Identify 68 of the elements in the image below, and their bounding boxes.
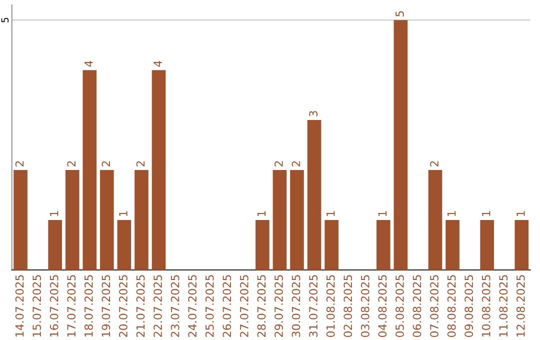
x-tick-label: 15.07.2025	[32, 275, 42, 337]
x-tick-label: 02.08.2025	[344, 275, 352, 338]
data-label: 3	[309, 111, 318, 116]
x-tick-label: 31.07.2025	[309, 275, 318, 337]
x-tick-label: 20.07.2025	[119, 275, 128, 337]
x-tick-label: 25.07.2025	[205, 275, 214, 337]
data-label: 1	[516, 211, 525, 216]
bar	[446, 220, 460, 270]
data-label: 2	[430, 161, 438, 166]
bar	[480, 220, 494, 270]
x-tick-label: 29.07.2025	[274, 275, 283, 337]
data-label: 1	[326, 211, 335, 216]
bar	[48, 220, 62, 270]
bar	[14, 170, 28, 270]
x-tick-label: 06.08.2025	[412, 275, 422, 338]
data-label: 2	[136, 161, 145, 166]
x-tick-label: 05.08.2025	[396, 275, 404, 338]
data-label: 1	[447, 211, 456, 216]
data-label: 1	[257, 211, 266, 216]
bar	[428, 170, 442, 270]
x-tick-label: 08.08.2025	[447, 275, 456, 338]
x-tick-label: 17.07.2025	[67, 275, 76, 337]
bar	[514, 220, 529, 270]
x-tick-label: 07.08.2025	[430, 275, 438, 338]
x-tick-label: 14.07.2025	[15, 275, 24, 337]
x-tick-label: 18.07.2025	[84, 275, 93, 337]
x-tick-label: 16.07.2025	[50, 275, 58, 337]
bar	[134, 170, 148, 270]
x-tick-label: 04.08.2025	[378, 275, 387, 338]
x-tick-label: 22.07.2025	[154, 275, 162, 337]
bar	[272, 170, 287, 270]
bar	[394, 20, 408, 270]
data-label: 2	[15, 161, 24, 166]
x-tick-label: 11.08.2025	[499, 275, 508, 337]
data-label: 4	[84, 60, 93, 67]
bar	[117, 220, 132, 270]
x-tick-label: 19.07.2025	[102, 275, 110, 337]
x-tick-label: 03.08.2025	[360, 275, 370, 338]
bar	[100, 170, 114, 270]
x-tick-label: 10.08.2025	[482, 275, 490, 337]
data-label: 1	[482, 211, 490, 216]
data-label: 2	[67, 161, 76, 166]
x-tick-label: 23.07.2025	[170, 275, 180, 337]
bar	[256, 220, 270, 270]
bar	[290, 170, 304, 270]
bar	[307, 120, 322, 270]
data-label: 2	[274, 161, 283, 166]
x-tick-label: 26.07.2025	[222, 275, 232, 337]
data-label: 1	[50, 211, 58, 216]
bar	[376, 220, 390, 270]
x-tick-label: 28.07.2025	[257, 275, 266, 337]
bar	[82, 70, 97, 270]
data-label: 5	[396, 11, 404, 16]
data-label: 2	[292, 161, 300, 166]
x-tick-label: 12.08.2025	[516, 275, 525, 337]
data-label: 4	[154, 60, 162, 67]
x-tick-label: 30.07.2025	[292, 275, 300, 337]
x-tick-label: 01.08.2025	[326, 275, 335, 338]
x-tick-label: 24.07.2025	[188, 275, 197, 337]
x-tick-label: 09.08.2025	[464, 275, 474, 338]
x-tick-label: 27.07.2025	[240, 275, 248, 337]
data-label: 1	[119, 211, 128, 216]
bar	[65, 170, 80, 270]
bar	[152, 70, 166, 270]
bar	[324, 220, 338, 270]
data-label: 1	[378, 211, 386, 216]
data-label: 2	[102, 161, 110, 166]
x-tick-label: 21.07.2025	[136, 275, 145, 337]
